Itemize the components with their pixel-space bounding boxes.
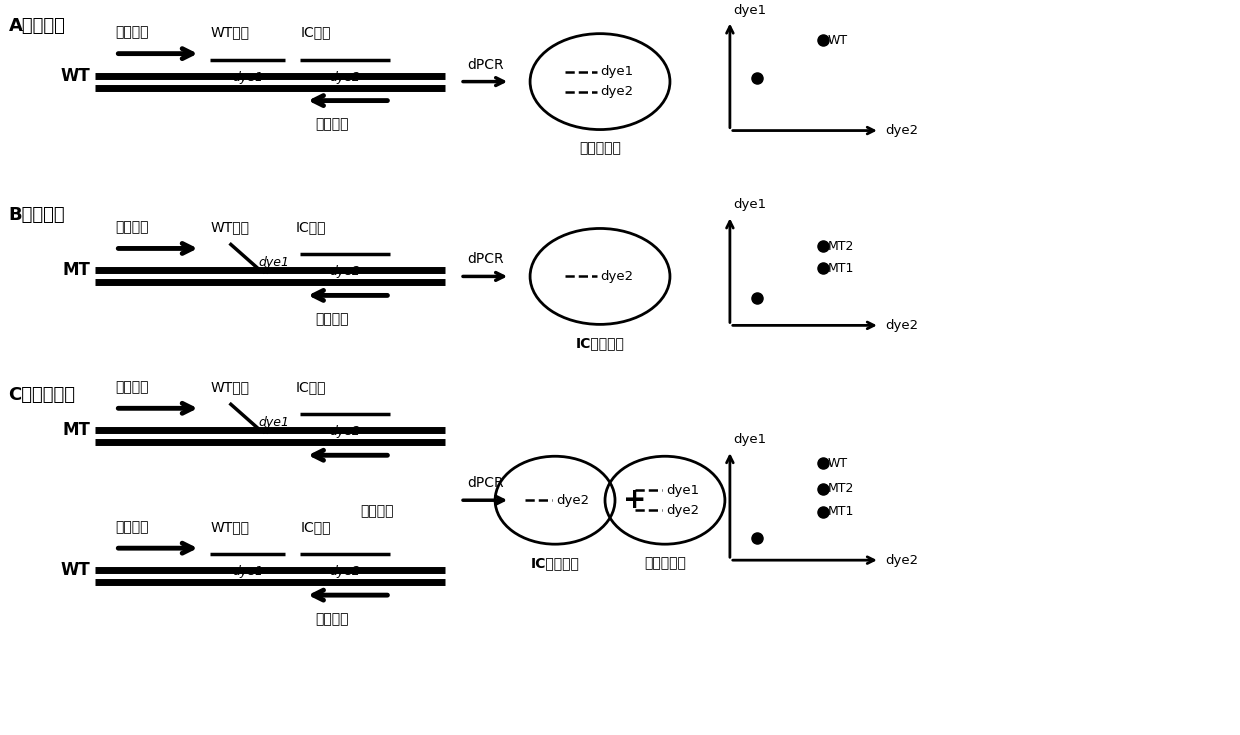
Text: 下游引物: 下游引物 xyxy=(315,612,348,626)
Text: MT2: MT2 xyxy=(828,482,854,495)
Text: 双探针信号: 双探针信号 xyxy=(644,556,686,570)
Text: WT: WT xyxy=(828,457,848,470)
Text: dPCR: dPCR xyxy=(466,476,503,490)
Text: IC探针信号: IC探针信号 xyxy=(575,337,625,351)
Text: MT: MT xyxy=(62,421,91,440)
Text: 上游引物: 上游引物 xyxy=(115,380,149,394)
Text: dPCR: dPCR xyxy=(466,252,503,266)
Text: MT1: MT1 xyxy=(828,505,854,518)
Text: dye2: dye2 xyxy=(666,503,699,517)
Text: dye2: dye2 xyxy=(600,270,634,283)
Text: WT探针: WT探针 xyxy=(211,520,249,534)
Text: 上游引物: 上游引物 xyxy=(115,26,149,40)
Text: dye1: dye1 xyxy=(666,484,699,497)
Text: dye2: dye2 xyxy=(600,85,634,98)
Text: dye1: dye1 xyxy=(232,565,263,578)
Text: dye2: dye2 xyxy=(885,319,918,332)
Text: 下游引物: 下游引物 xyxy=(361,504,394,518)
Text: WT探针: WT探针 xyxy=(211,380,249,394)
Text: IC探针: IC探针 xyxy=(300,26,331,40)
Text: WT: WT xyxy=(61,561,91,579)
Text: dye2: dye2 xyxy=(330,71,361,84)
Text: WT: WT xyxy=(828,34,848,47)
Text: C：杂合突变: C：杂合突变 xyxy=(9,387,76,404)
Text: dye2: dye2 xyxy=(885,124,918,137)
Text: WT探针: WT探针 xyxy=(211,220,249,234)
Text: 双探针信号: 双探针信号 xyxy=(579,142,621,156)
Text: dye1: dye1 xyxy=(259,256,290,269)
Text: dye1: dye1 xyxy=(232,71,263,84)
Text: 上游引物: 上游引物 xyxy=(115,220,149,234)
Text: dye2: dye2 xyxy=(330,265,361,279)
Text: MT2: MT2 xyxy=(828,240,854,253)
Text: dye2: dye2 xyxy=(556,494,589,506)
Text: MT: MT xyxy=(62,262,91,279)
Text: dye2: dye2 xyxy=(330,565,361,578)
Text: MT1: MT1 xyxy=(828,262,854,275)
Text: IC探针: IC探针 xyxy=(300,520,331,534)
Text: 下游引物: 下游引物 xyxy=(315,312,348,326)
Text: A：野生型: A：野生型 xyxy=(9,17,66,35)
Text: IC探针: IC探针 xyxy=(295,220,326,234)
Text: dye1: dye1 xyxy=(733,4,766,17)
Text: IC探针信号: IC探针信号 xyxy=(531,556,579,570)
Text: dye2: dye2 xyxy=(885,553,918,567)
Text: WT: WT xyxy=(61,67,91,85)
Text: dye1: dye1 xyxy=(259,416,290,429)
Text: dye1: dye1 xyxy=(733,433,766,446)
Text: +: + xyxy=(622,487,646,514)
Text: 下游引物: 下游引物 xyxy=(315,118,348,132)
Text: dye2: dye2 xyxy=(330,426,361,438)
Text: dye1: dye1 xyxy=(600,65,634,78)
Text: B：突变型: B：突变型 xyxy=(9,207,66,224)
Text: 上游引物: 上游引物 xyxy=(115,520,149,534)
Text: dPCR: dPCR xyxy=(466,57,503,71)
Text: dye1: dye1 xyxy=(733,198,766,212)
Text: IC探针: IC探针 xyxy=(295,380,326,394)
Text: WT探针: WT探针 xyxy=(211,26,249,40)
